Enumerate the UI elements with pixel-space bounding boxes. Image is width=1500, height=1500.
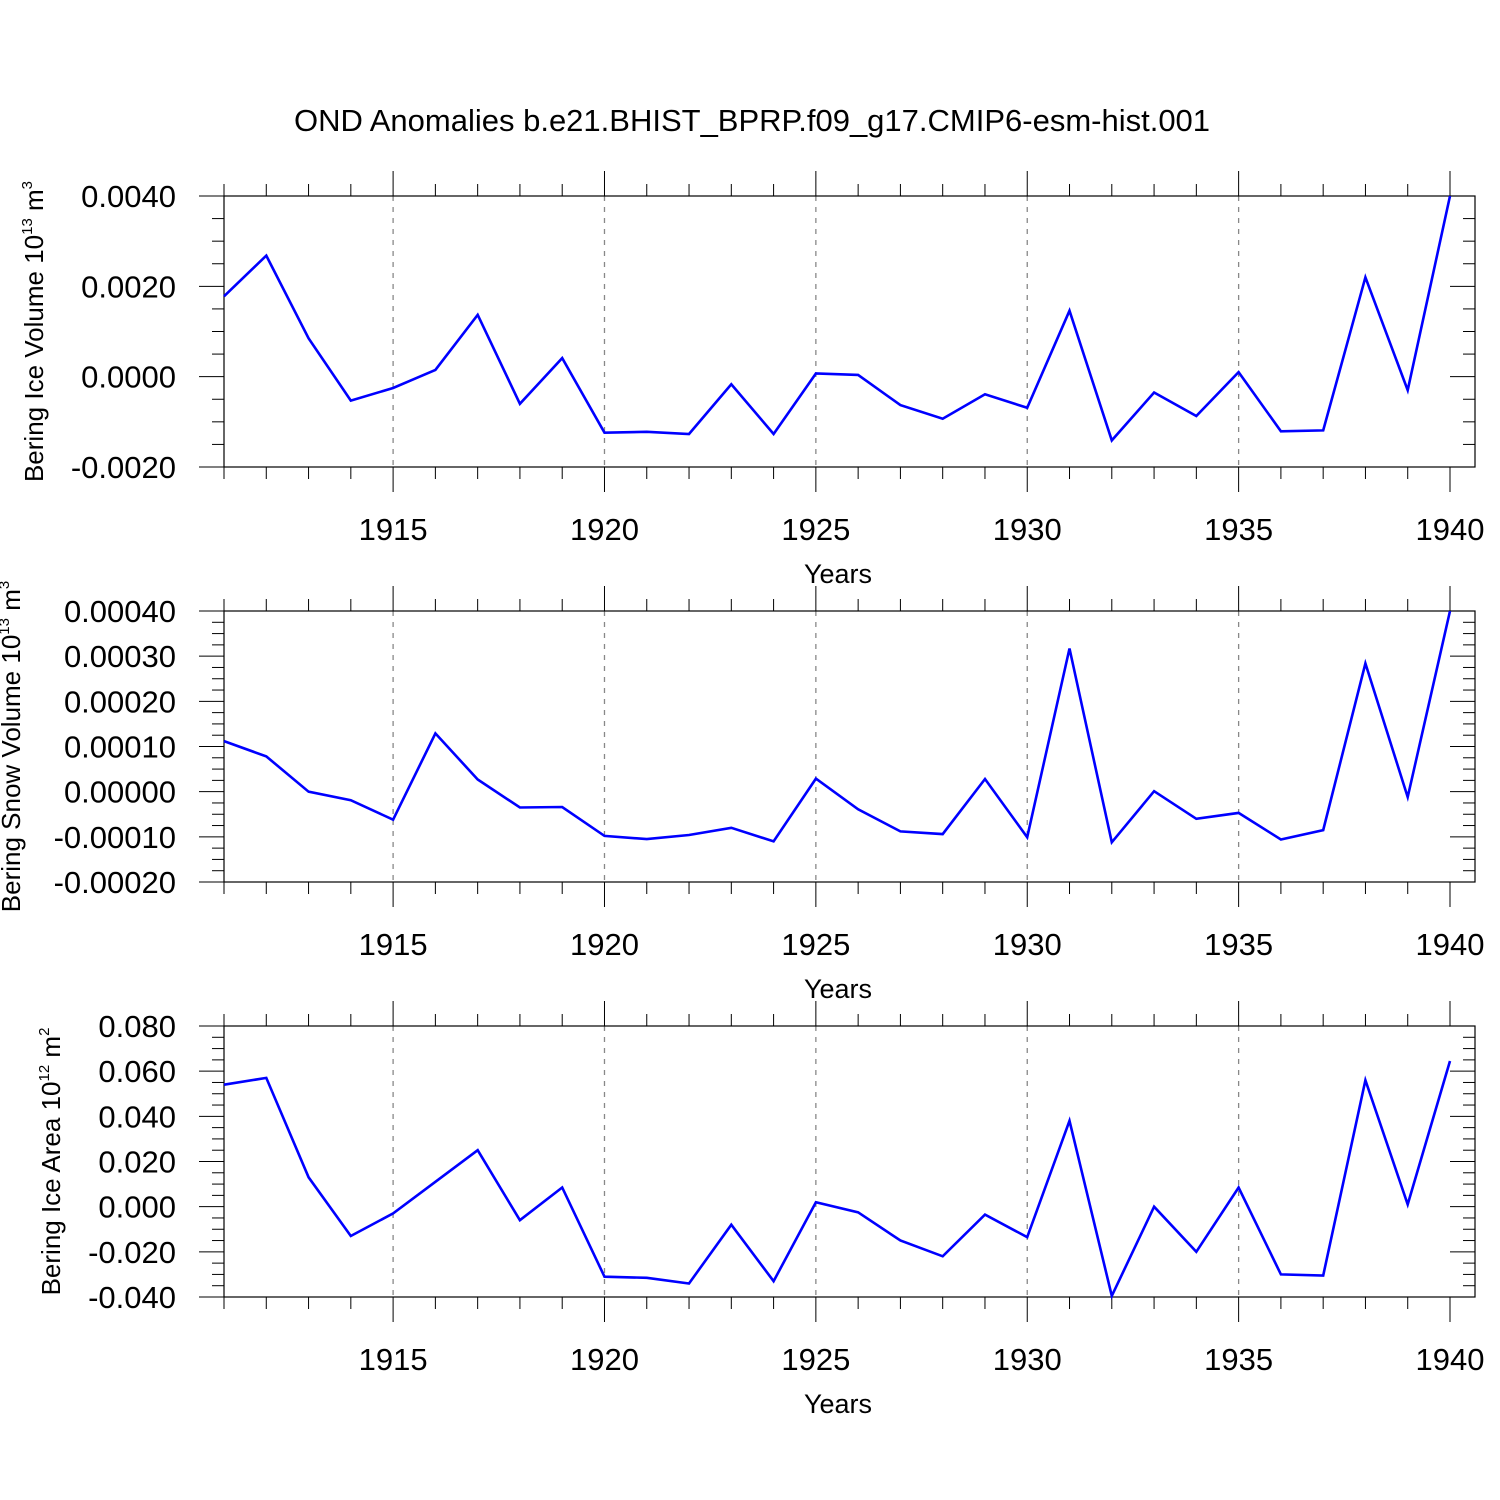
y-tick-label: -0.00010 [54, 820, 176, 855]
x-tick-label: 1925 [781, 1342, 850, 1377]
y-tick-label: -0.040 [88, 1280, 176, 1315]
y-tick-label: 0.00000 [64, 775, 176, 810]
x-tick-label: 1930 [993, 927, 1062, 962]
y-tick-label: 0.00020 [64, 684, 176, 719]
x-tick-label: 1920 [570, 512, 639, 547]
x-tick-label: 1915 [359, 512, 428, 547]
x-axis-label: Years [804, 974, 872, 1004]
series-line [223, 195, 1452, 443]
y-tick-label: 0.0020 [81, 269, 176, 304]
x-tick-label: 1940 [1416, 927, 1485, 962]
x-tick-label: 1915 [359, 927, 428, 962]
y-tick-label: 0.00030 [64, 639, 176, 674]
plot-frame [223, 610, 1476, 883]
y-tick-label: -0.00020 [54, 865, 176, 900]
y-tick-label: 0.080 [98, 1009, 176, 1044]
x-axis-label: Years [804, 559, 872, 589]
y-tick-label: -0.020 [88, 1235, 176, 1270]
x-tick-label: 1925 [781, 512, 850, 547]
y-tick-label: 0.0040 [81, 179, 176, 214]
y-axis-label: Bering Ice Volume 1013 m3 [19, 181, 49, 482]
x-tick-label: 1940 [1416, 1342, 1485, 1377]
y-tick-label: 0.00010 [64, 730, 176, 765]
series-line [223, 610, 1452, 846]
x-tick-label: 1935 [1204, 927, 1273, 962]
x-tick-label: 1940 [1416, 512, 1485, 547]
chart-panel-2: -0.00020 -0.00010 0.00000 0.00010 0.00020 0.0… [0, 581, 1484, 1004]
figure-title: OND Anomalies b.e21.BHIST_BPRP.f09_g17.C… [294, 103, 1210, 138]
x-tick-label: 1935 [1204, 512, 1273, 547]
series-line [223, 1060, 1452, 1300]
y-tick-label: 0.020 [98, 1145, 176, 1180]
y-tick-label: 0.0000 [81, 360, 176, 395]
x-tick-label: 1930 [993, 512, 1062, 547]
y-axis-label: Bering Ice Area 1012 m2 [36, 1028, 66, 1296]
x-tick-label: 1920 [570, 927, 639, 962]
y-tick-label: 0.040 [98, 1099, 176, 1134]
y-tick-label: 0.000 [98, 1190, 176, 1225]
chart-panel-3: -0.040 -0.020 0.000 0.020 0.040 0.060 0.080 191… [36, 1001, 1484, 1419]
x-tick-label: 1930 [993, 1342, 1062, 1377]
x-tick-label: 1925 [781, 927, 850, 962]
y-axis-label: Bering Snow Volume 1013 m3 [0, 581, 26, 912]
x-tick-label: 1935 [1204, 1342, 1273, 1377]
y-tick-label: 0.060 [98, 1054, 176, 1089]
plot-frame [223, 195, 1476, 468]
x-tick-label: 1915 [359, 1342, 428, 1377]
chart-panel-1: -0.0020 0.0000 0.0020 0.0040 1915 1920 1925 193… [19, 171, 1484, 589]
plot-frame [223, 1025, 1476, 1298]
x-tick-label: 1920 [570, 1342, 639, 1377]
x-axis-label: Years [804, 1389, 872, 1419]
panels: -0.0020 0.0000 0.0020 0.0040 1915 1920 1925 193… [0, 171, 1484, 1419]
y-tick-label: 0.00040 [64, 594, 176, 629]
y-tick-label: -0.0020 [71, 450, 176, 485]
